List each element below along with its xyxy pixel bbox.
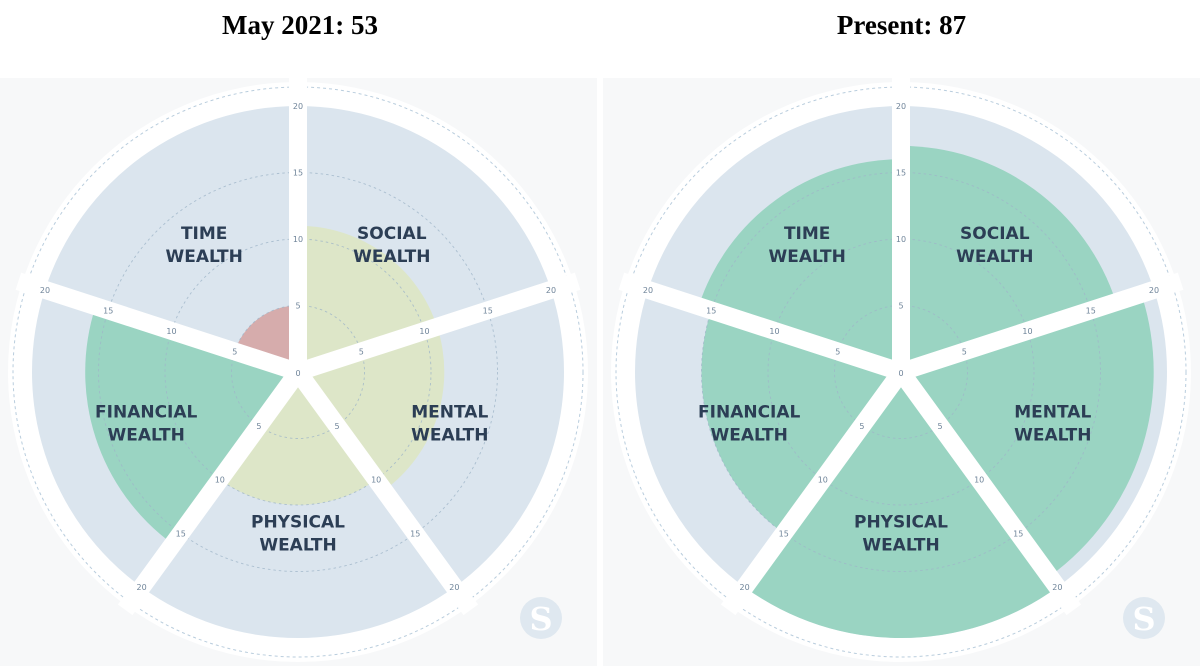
tick-label-15: 15	[103, 306, 113, 315]
tick-label-10: 10	[818, 476, 828, 485]
tick-label-10: 10	[293, 235, 303, 244]
tick-label-20: 20	[1052, 583, 1062, 592]
category-label-line1: PHYSICAL	[251, 513, 345, 533]
category-label-line2: WEALTH	[711, 425, 788, 445]
s-logo-icon: S	[1123, 597, 1165, 639]
tick-label-15: 15	[779, 529, 789, 538]
category-label-line1: TIME	[784, 224, 830, 244]
tick-label-10: 10	[769, 327, 779, 336]
wealth-wheel-may-2021: 0 5 10 15 20 5 10 15 20 5 10 15 20 5 10 15 20 5 10 15 20 SOCI…	[0, 78, 597, 666]
tick-label-5: 5	[962, 347, 967, 356]
tick-label-5: 5	[295, 302, 300, 311]
tick-label-20: 20	[293, 102, 303, 111]
tick-label-10: 10	[896, 235, 906, 244]
category-label-line2: WEALTH	[108, 425, 185, 445]
tick-label-15: 15	[1013, 529, 1023, 538]
category-label-line2: WEALTH	[259, 536, 336, 556]
category-label-line1: FINANCIAL	[95, 402, 198, 422]
chart-title-may-2021: May 2021: 53	[0, 10, 600, 41]
category-label-line2: WEALTH	[1014, 425, 1091, 445]
tick-label-10: 10	[974, 476, 984, 485]
logo-letter: S	[529, 600, 552, 638]
category-label-line2: WEALTH	[956, 247, 1033, 267]
category-label-line1: MENTAL	[1014, 402, 1091, 422]
category-label-line2: WEALTH	[769, 247, 846, 267]
category-label-line1: TIME	[181, 224, 227, 244]
category-label-line1: FINANCIAL	[698, 402, 801, 422]
tick-label-15: 15	[176, 529, 186, 538]
tick-label-10: 10	[371, 476, 381, 485]
tick-label-5: 5	[859, 422, 864, 431]
tick-label-0: 0	[295, 369, 300, 378]
category-label-line2: WEALTH	[862, 536, 939, 556]
category-label-line1: PHYSICAL	[854, 513, 948, 533]
tick-label-10: 10	[215, 476, 225, 485]
wheel-svg-present: 0 5 10 15 20 5 10 15 20 5 10 15 20 5 10 15 20 5 10 15 20 SOCI…	[603, 78, 1200, 666]
tick-label-15: 15	[293, 169, 303, 178]
tick-label-15: 15	[706, 306, 716, 315]
tick-label-20: 20	[546, 286, 556, 295]
tick-label-20: 20	[643, 286, 653, 295]
category-label-line1: MENTAL	[411, 402, 488, 422]
s-logo-icon: S	[520, 597, 562, 639]
tick-label-20: 20	[740, 583, 750, 592]
tick-label-15: 15	[1086, 306, 1096, 315]
category-label-line2: WEALTH	[353, 247, 430, 267]
tick-label-15: 15	[483, 306, 493, 315]
tick-label-5: 5	[938, 422, 943, 431]
tick-label-10: 10	[166, 327, 176, 336]
tick-label-5: 5	[835, 347, 840, 356]
category-label-line1: SOCIAL	[357, 224, 427, 244]
tick-label-20: 20	[896, 102, 906, 111]
wheel-svg-may-2021: 0 5 10 15 20 5 10 15 20 5 10 15 20 5 10 15 20 5 10 15 20 SOCI…	[0, 78, 597, 666]
tick-label-10: 10	[1022, 327, 1032, 336]
tick-label-20: 20	[40, 286, 50, 295]
chart-title-present: Present: 87	[603, 10, 1200, 41]
tick-label-0: 0	[898, 369, 903, 378]
tick-label-15: 15	[410, 529, 420, 538]
tick-label-20: 20	[1149, 286, 1159, 295]
category-label-line2: WEALTH	[166, 247, 243, 267]
category-label-line2: WEALTH	[411, 425, 488, 445]
logo-letter: S	[1132, 600, 1155, 638]
tick-label-5: 5	[256, 422, 261, 431]
tick-label-5: 5	[335, 422, 340, 431]
tick-label-5: 5	[232, 347, 237, 356]
tick-label-15: 15	[896, 169, 906, 178]
tick-label-5: 5	[359, 347, 364, 356]
category-label-line1: SOCIAL	[960, 224, 1030, 244]
tick-label-5: 5	[898, 302, 903, 311]
tick-label-10: 10	[419, 327, 429, 336]
tick-label-20: 20	[449, 583, 459, 592]
wealth-wheel-present: 0 5 10 15 20 5 10 15 20 5 10 15 20 5 10 15 20 5 10 15 20 SOCI…	[603, 78, 1200, 666]
tick-label-20: 20	[137, 583, 147, 592]
